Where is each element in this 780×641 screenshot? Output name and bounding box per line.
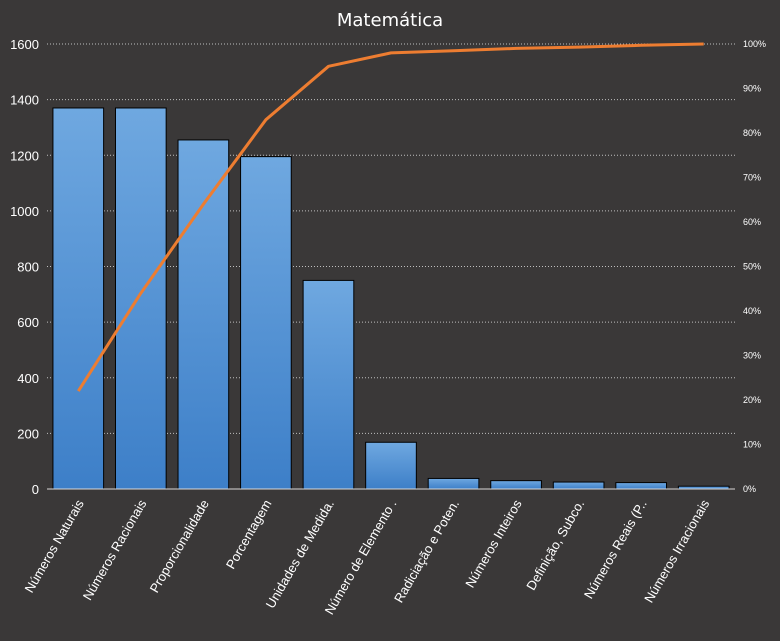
x-tick-label: Números Naturais bbox=[21, 497, 87, 596]
x-tick-label: Proporcionalidade bbox=[147, 497, 212, 595]
y2-tick-label: 70% bbox=[743, 173, 761, 183]
x-tick-label: Definição, Subco. bbox=[523, 497, 587, 593]
bar bbox=[490, 480, 542, 490]
bar bbox=[302, 279, 355, 490]
x-tick-label: Radiciação e Poten. bbox=[391, 497, 462, 605]
y2-tick-label: 0% bbox=[743, 484, 756, 494]
y-tick-label: 600 bbox=[17, 315, 39, 330]
y2-tick-label: 90% bbox=[743, 84, 761, 94]
x-tick-label: Número de Elemento . bbox=[322, 497, 400, 617]
bars bbox=[52, 107, 730, 490]
y2-tick-label: 80% bbox=[743, 128, 761, 138]
cumulative-line bbox=[77, 42, 704, 392]
y2-tick-label: 30% bbox=[743, 351, 761, 361]
x-tick-label: Números Reais (P.. bbox=[581, 497, 650, 601]
y2-tick-label: 100% bbox=[743, 39, 766, 49]
bar bbox=[552, 481, 605, 490]
y-axis-ticks: 0 200 400 600 800 1000 1200 1400 1600 bbox=[10, 37, 39, 497]
cumulative-line-group bbox=[77, 42, 704, 392]
x-tick-label: Porcentagem bbox=[223, 497, 275, 571]
y-tick-label: 1000 bbox=[10, 204, 39, 219]
y-tick-label: 800 bbox=[17, 260, 39, 275]
y-tick-label: 0 bbox=[32, 482, 39, 497]
bar bbox=[114, 107, 167, 490]
bar bbox=[240, 156, 292, 490]
y-tick-label: 1200 bbox=[10, 148, 39, 163]
bar bbox=[615, 482, 668, 490]
y-tick-label: 1600 bbox=[10, 37, 39, 52]
y-tick-label: 400 bbox=[17, 371, 39, 386]
bar bbox=[427, 477, 480, 490]
y2-tick-label: 40% bbox=[743, 306, 761, 316]
y-tick-label: 1400 bbox=[10, 93, 39, 108]
bar bbox=[177, 139, 230, 490]
y2-axis-ticks: 0% 10% 20% 30% 40% 50% 60% 70% 80% 90% 100% bbox=[743, 39, 766, 494]
x-tick-label: Números Irracionais bbox=[641, 497, 712, 606]
y2-tick-label: 50% bbox=[743, 262, 761, 272]
y2-tick-label: 20% bbox=[743, 395, 761, 405]
x-tick-label: Unidades de Medida. bbox=[263, 497, 337, 611]
x-tick-label: Números Inteiros bbox=[462, 497, 525, 591]
y2-tick-label: 10% bbox=[743, 440, 761, 450]
bar bbox=[365, 441, 417, 490]
y2-tick-label: 60% bbox=[743, 217, 761, 227]
y-tick-label: 200 bbox=[17, 426, 39, 441]
chart-title: Matemática bbox=[337, 10, 443, 31]
x-tick-label: Números Racionais bbox=[80, 497, 150, 603]
bar bbox=[52, 107, 105, 490]
